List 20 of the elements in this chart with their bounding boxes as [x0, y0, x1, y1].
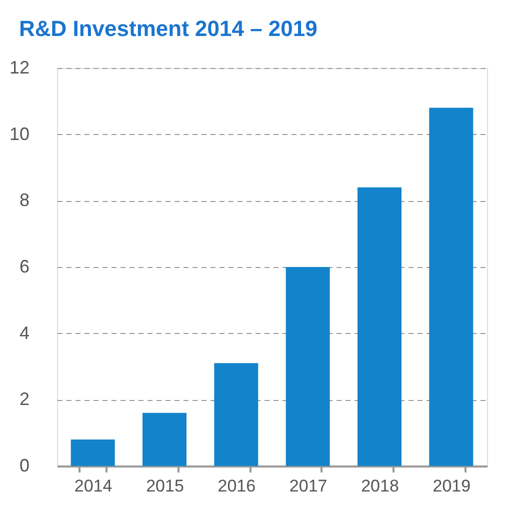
y-tick-label: 0 — [19, 456, 30, 476]
y-tick-label: 4 — [19, 322, 30, 343]
bar — [429, 108, 474, 466]
bar — [358, 187, 402, 466]
x-tick-label: 2018 — [361, 476, 399, 496]
x-tick-label: 2016 — [218, 476, 256, 496]
bar — [70, 439, 115, 466]
y-tick-label: 12 — [9, 58, 30, 78]
y-tick-label: 8 — [19, 190, 30, 210]
y-tick-label: 10 — [9, 124, 30, 144]
bar — [286, 267, 330, 466]
bar — [142, 412, 186, 466]
y-tick-label: 6 — [19, 256, 30, 276]
x-tick-label: 2014 — [74, 476, 112, 496]
x-tick-label: 2015 — [146, 476, 184, 496]
bar — [214, 363, 258, 466]
x-tick-label: 2017 — [289, 476, 328, 496]
y-tick-label: 2 — [19, 389, 30, 410]
chart-title: R&D Investment 2014 – 2019 — [18, 16, 318, 41]
x-tick-label: 2019 — [432, 476, 471, 496]
